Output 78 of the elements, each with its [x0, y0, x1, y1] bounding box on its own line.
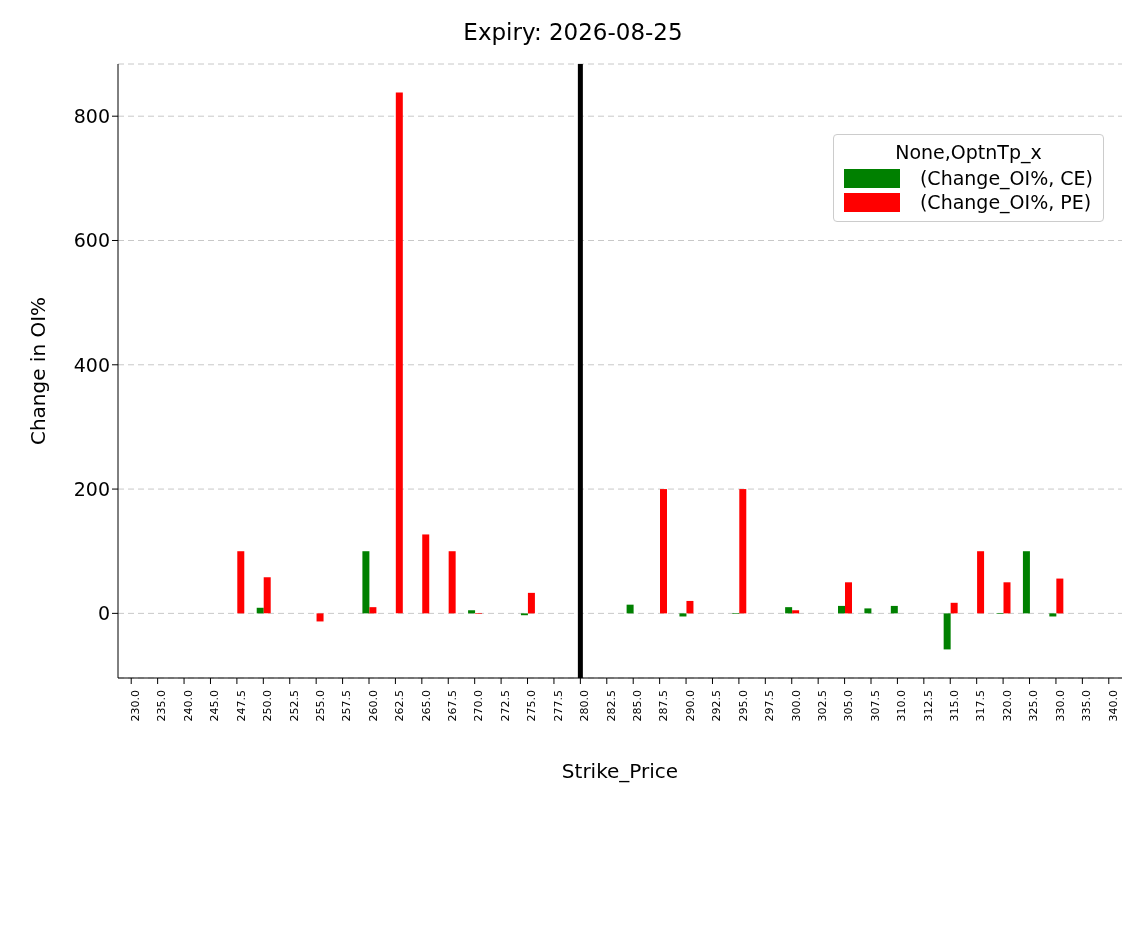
x-tick-label: 305.0: [842, 690, 856, 722]
x-tick-label: 260.0: [366, 690, 380, 722]
chart-title: Expiry: 2026-08-25: [462, 18, 684, 47]
bar: [1003, 582, 1011, 614]
bar: [739, 489, 747, 614]
x-tick-label: 250.0: [261, 690, 275, 722]
y-axis-title: Change in OI%: [26, 296, 51, 446]
bar: [785, 607, 793, 614]
legend-title: None,OptnTp_x: [894, 141, 1043, 163]
x-tick-label: 255.0: [313, 690, 327, 722]
y-tick-label: 200: [73, 477, 110, 500]
bar: [369, 607, 377, 614]
bar: [837, 605, 845, 614]
x-tick-label: 302.5: [815, 690, 829, 722]
bar: [890, 605, 898, 614]
legend-label: (Change_OI%, CE): [919, 167, 1093, 189]
x-tick-label: 287.5: [657, 690, 671, 722]
legend-label: (Change_OI%, PE): [919, 191, 1092, 213]
x-tick-label: 267.5: [446, 690, 460, 722]
x-tick-label: 312.5: [921, 690, 935, 722]
bar: [686, 600, 694, 614]
x-tick-label: 300.0: [789, 690, 803, 722]
bar: [422, 534, 430, 614]
bar: [1022, 551, 1030, 614]
x-tick-label: 317.5: [974, 690, 988, 722]
y-tick-label: 0: [97, 602, 110, 625]
x-tick-label: 307.5: [868, 690, 882, 722]
x-axis-title: Strike_Price: [561, 759, 679, 783]
bar: [468, 610, 476, 614]
x-tick-label: 330.0: [1053, 690, 1067, 722]
bar: [844, 582, 852, 614]
bar: [1049, 613, 1057, 617]
bar: [950, 602, 958, 614]
x-tick-label: 275.0: [525, 690, 539, 722]
x-tick-label: 265.0: [419, 690, 433, 722]
bar: [792, 610, 800, 614]
bar: [237, 551, 245, 614]
bar: [395, 92, 403, 614]
x-tick-label: 295.0: [736, 690, 750, 722]
x-tick-label: 290.0: [683, 690, 697, 722]
bar: [679, 613, 687, 617]
x-tick-label: 277.5: [551, 690, 565, 722]
x-tick-label: 280.0: [578, 690, 592, 722]
x-tick-label: 335.0: [1080, 690, 1094, 722]
x-tick-label: 240.0: [181, 690, 195, 722]
x-tick-label: 262.5: [393, 690, 407, 722]
bar: [864, 608, 872, 614]
bar: [626, 604, 634, 614]
x-tick-label: 310.0: [895, 690, 909, 722]
bar: [977, 551, 985, 614]
x-tick-label: 282.5: [604, 690, 618, 722]
x-tick-label: 297.5: [763, 690, 777, 722]
x-tick-label: 235.0: [155, 690, 169, 722]
x-tick-label: 315.0: [948, 690, 962, 722]
x-tick-label: 245.0: [208, 690, 222, 722]
y-tick-label: 600: [73, 229, 110, 252]
bar: [527, 592, 535, 614]
x-tick-label: 325.0: [1027, 690, 1041, 722]
x-tick-label: 272.5: [498, 690, 512, 722]
bar: [943, 613, 951, 650]
x-tick-label: 247.5: [234, 690, 248, 722]
x-tick-label: 285.0: [631, 690, 645, 722]
bar: [256, 607, 264, 614]
bar: [448, 551, 456, 614]
bar: [660, 489, 668, 614]
bar: [1056, 578, 1064, 614]
bar: [362, 551, 370, 614]
bar: [316, 613, 324, 622]
x-tick-label: 320.0: [1000, 690, 1014, 722]
y-tick-label: 400: [73, 353, 110, 376]
x-tick-label: 257.5: [340, 690, 354, 722]
y-tick-label: 800: [73, 104, 110, 127]
x-tick-label: 292.5: [710, 690, 724, 722]
x-tick-label: 252.5: [287, 690, 301, 722]
x-tick-label: 230.0: [129, 690, 143, 722]
x-tick-label: 340.0: [1106, 690, 1120, 722]
bar: [263, 577, 271, 614]
x-tick-label: 270.0: [472, 690, 486, 722]
